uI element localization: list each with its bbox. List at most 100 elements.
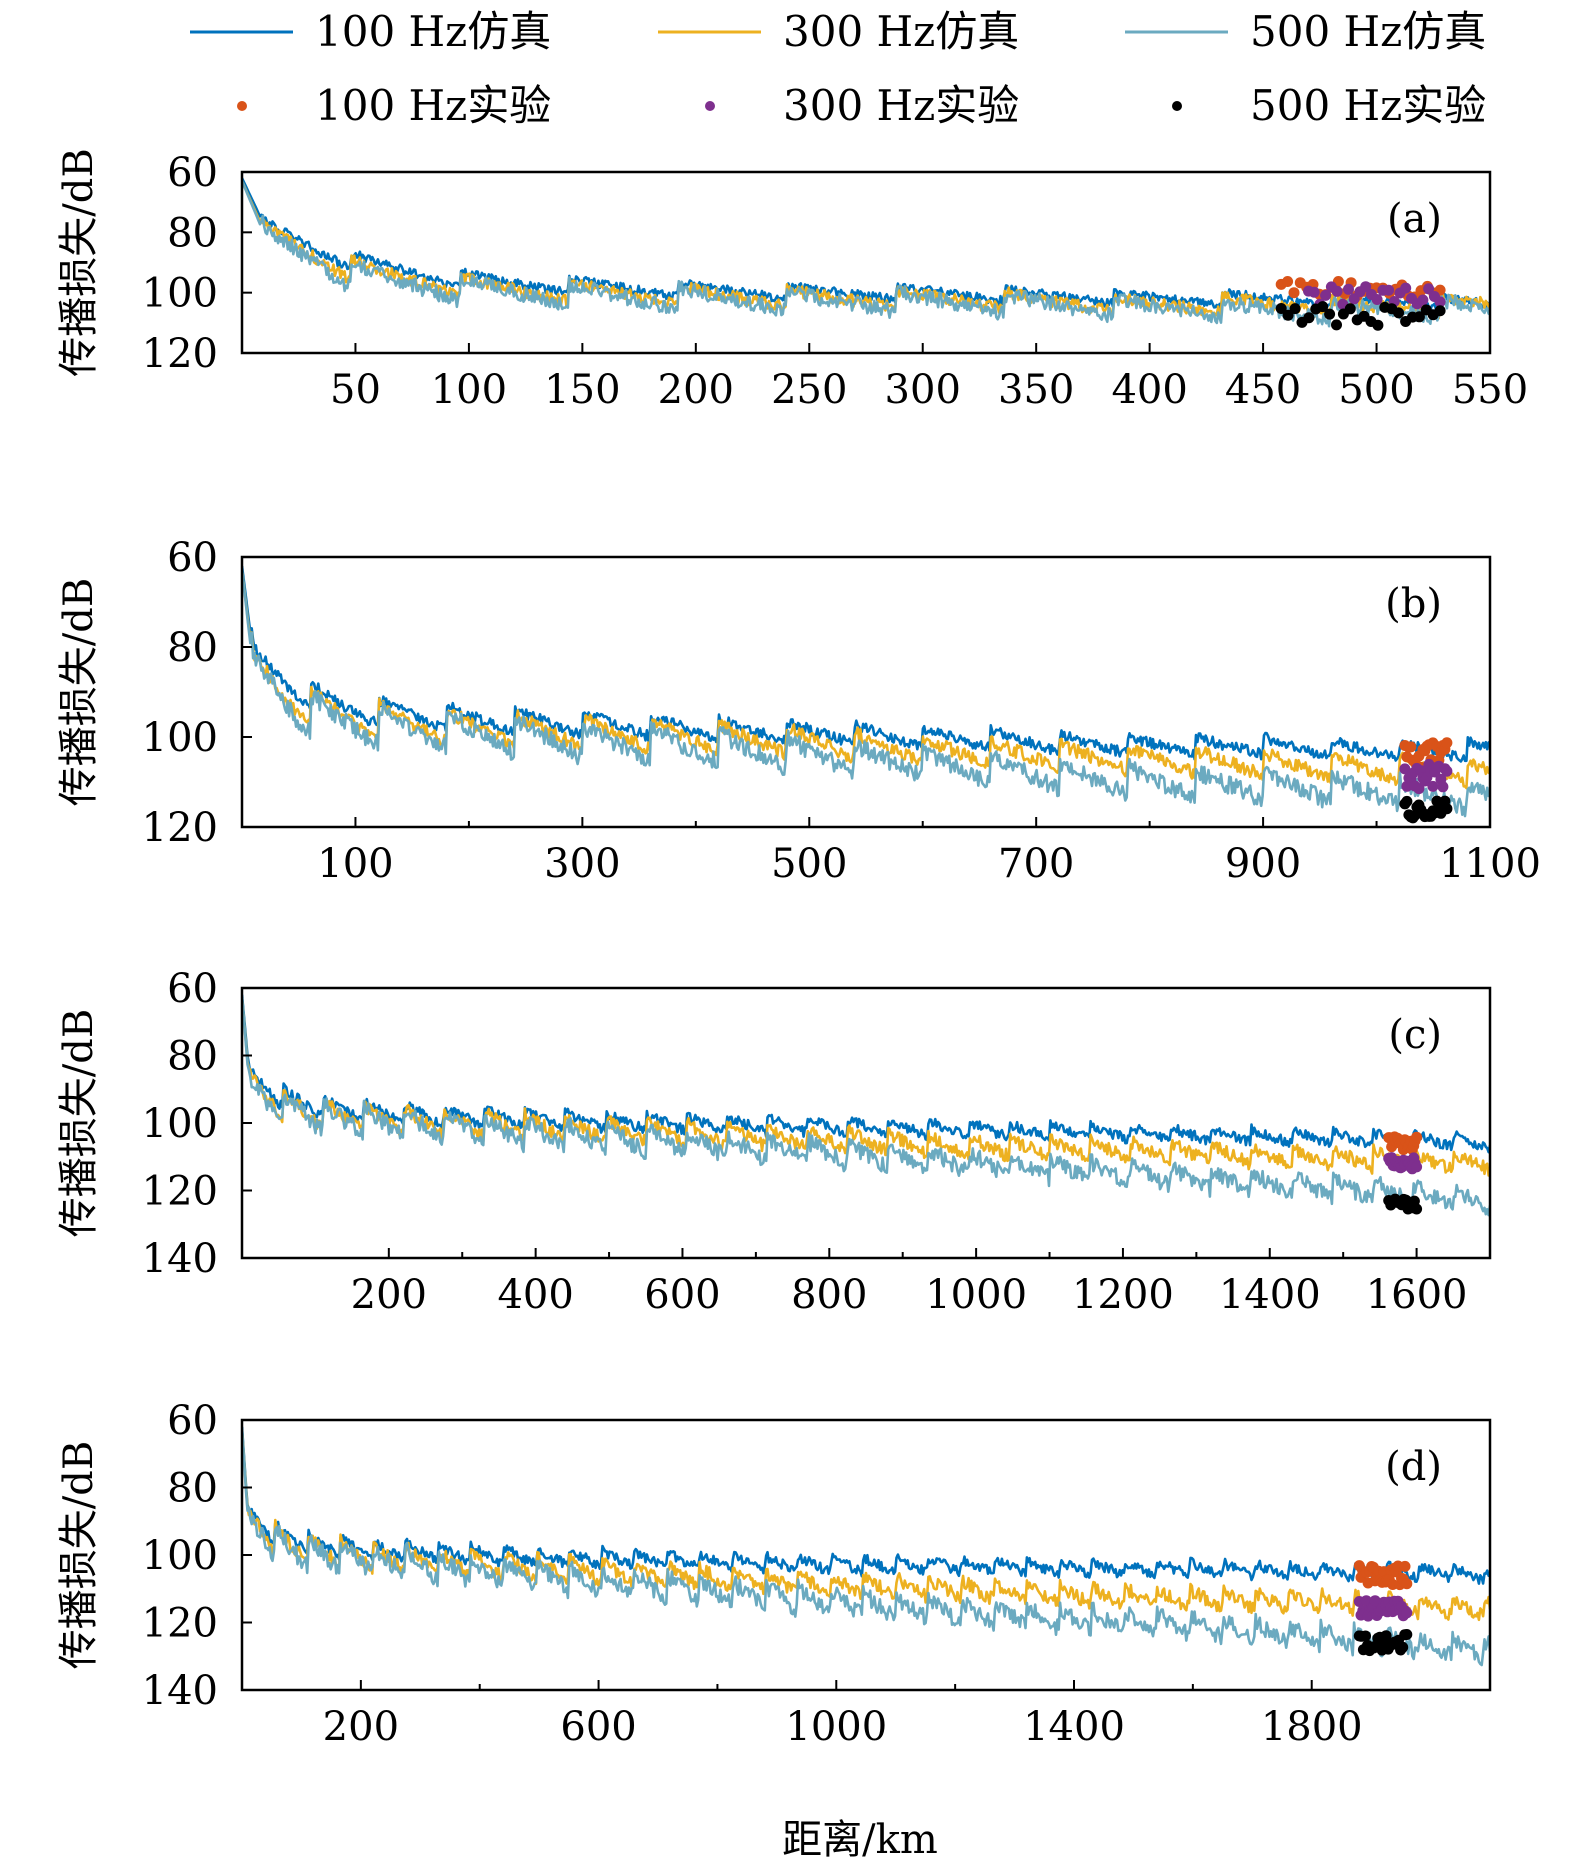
series-line (242, 994, 1490, 1154)
series-line (242, 180, 1490, 328)
x-tick-label: 150 (544, 367, 620, 413)
series-line (242, 570, 1490, 790)
experiment-point (1393, 307, 1405, 319)
experiment-point (1399, 1560, 1411, 1572)
y-tick-label: 80 (167, 1034, 218, 1080)
y-tick-label: 60 (167, 535, 218, 581)
experiment-point (1441, 765, 1453, 777)
experiment-point (1282, 309, 1294, 321)
x-tick-label: 600 (560, 1704, 636, 1750)
experiment-point (1400, 282, 1412, 294)
experiment-point (1371, 294, 1383, 305)
experiment-point (1275, 303, 1287, 314)
y-tick-label: 60 (167, 150, 218, 196)
y-tick-label: 120 (142, 331, 218, 377)
experiment-point (1427, 780, 1439, 792)
series-line (242, 180, 1490, 320)
x-tick-label: 1200 (1072, 1272, 1174, 1318)
experiment-point (1343, 283, 1354, 295)
x-tick-label: 1400 (1219, 1272, 1321, 1318)
legend-entry: 100 Hz实验 (237, 81, 551, 130)
experiment-point (1331, 285, 1343, 297)
x-tick-label: 1600 (1366, 1272, 1468, 1318)
plot-area (242, 994, 1490, 1217)
experiment-point (1369, 1595, 1381, 1607)
panel-c: 200 400 600 800 1000 1200 1400 1600 60 80 100 120 14… (56, 966, 1492, 1318)
y-axis-label: 传播损失/dB (56, 1441, 102, 1669)
y-tick-label: 100 (142, 715, 218, 761)
experiment-point (1303, 312, 1315, 324)
x-tick-label: 600 (644, 1272, 720, 1318)
experiment-point (1289, 303, 1301, 315)
experiment-point (1317, 301, 1329, 313)
x-tick-label: 1000 (925, 1272, 1027, 1318)
panel-a: 50 100 150 200 250 300 350 400 450 500 550 60 80 100 1… (56, 148, 1528, 413)
legend-entry: 500 Hz仿真 (1125, 7, 1486, 56)
y-tick-label: 140 (142, 1668, 218, 1714)
x-tick-label: 700 (998, 841, 1074, 887)
legend-entry: 300 Hz实验 (705, 81, 1019, 130)
experiment-point (1324, 308, 1336, 320)
x-tick-label: 550 (1452, 367, 1528, 413)
y-tick-label: 140 (142, 1236, 218, 1282)
y-tick-label: 60 (167, 966, 218, 1012)
legend-label: 300 Hz仿真 (783, 7, 1019, 56)
experiment-point (1401, 1607, 1413, 1619)
panel-label: (c) (1388, 1012, 1442, 1058)
experiment-point (1437, 781, 1449, 793)
panel-d: 200 600 1000 1400 1800 60 80 100 120 140 传播损失/dB (d… (56, 1398, 1492, 1750)
y-tick-label: 120 (142, 1169, 218, 1215)
x-tick-label: 500 (1338, 367, 1414, 413)
experiment-point (1413, 783, 1425, 795)
legend-label: 500 Hz实验 (1250, 81, 1486, 130)
experiment-point (1399, 763, 1411, 775)
series-line (242, 565, 1490, 763)
experiment-point (1282, 276, 1294, 287)
y-axis-label: 传播损失/dB (56, 578, 102, 806)
legend-entry: 300 Hz仿真 (658, 7, 1019, 56)
x-tick-label: 100 (317, 841, 393, 887)
x-tick-label: 500 (771, 841, 847, 887)
experiment-point (1405, 741, 1417, 753)
y-tick-label: 100 (142, 271, 218, 317)
x-tick-label: 350 (998, 367, 1074, 413)
y-tick-label: 100 (142, 1101, 218, 1147)
axes-frame (240, 555, 1492, 829)
y-tick-label: 100 (142, 1533, 218, 1579)
legend: 100 Hz仿真 300 Hz仿真 500 Hz仿真 100 Hz实验 300 Hz实验… (190, 7, 1486, 130)
y-tick-label: 60 (167, 1398, 218, 1444)
plot-area (242, 565, 1490, 824)
y-axis-label: 传播损失/dB (56, 148, 102, 376)
experiment-point (1441, 737, 1453, 749)
series-line (242, 1430, 1490, 1622)
plot-area (242, 1426, 1490, 1667)
x-tick-label: 400 (1111, 367, 1187, 413)
experiment-point (1344, 303, 1356, 315)
y-tick-label: 80 (167, 625, 218, 671)
y-tick-label: 80 (167, 210, 218, 256)
experiment-point (1360, 281, 1372, 293)
experiment-point (1331, 319, 1342, 331)
experiment-point (1288, 287, 1300, 299)
x-tick-label: 50 (330, 367, 381, 413)
experiment-point (1417, 294, 1429, 306)
x-tick-label: 800 (791, 1272, 867, 1318)
y-axis-label: 传播损失/dB (56, 1009, 102, 1237)
x-tick-label: 450 (1225, 367, 1301, 413)
series-line (242, 997, 1490, 1217)
experiment-point (1308, 286, 1320, 298)
experiment-point (1383, 284, 1395, 296)
experiment-point (1434, 296, 1446, 308)
axes-frame (240, 170, 1492, 355)
legend-label: 100 Hz实验 (315, 81, 551, 130)
legend-label: 300 Hz实验 (783, 81, 1019, 130)
x-axis-label: 距离/km (782, 1817, 938, 1863)
experiment-point (1411, 1131, 1423, 1143)
x-tick-label: 1000 (785, 1704, 887, 1750)
experiment-point (1413, 311, 1425, 323)
x-tick-label: 300 (885, 367, 961, 413)
experiment-point (1401, 1629, 1413, 1640)
x-tick-label: 1100 (1439, 841, 1541, 887)
experiment-point (1360, 1630, 1371, 1642)
